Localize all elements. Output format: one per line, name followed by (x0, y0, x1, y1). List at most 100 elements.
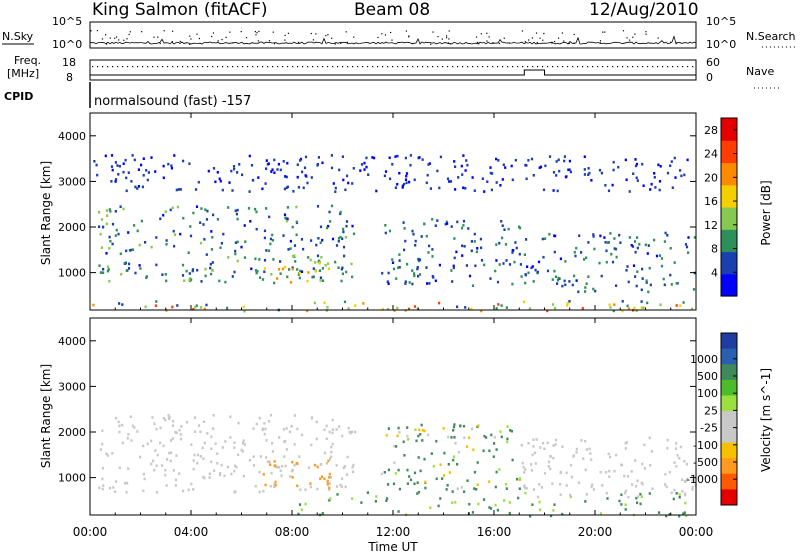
velocity-cell (463, 490, 466, 493)
power-cell (227, 206, 230, 209)
velocity-cell (395, 445, 398, 448)
power-cell (636, 270, 639, 273)
velocity-cell (248, 458, 251, 462)
power-cell (315, 243, 318, 247)
nsearch-dot (521, 30, 524, 32)
velocity-cell (637, 495, 640, 498)
nave-dot (332, 66, 334, 68)
power-cell (306, 181, 309, 185)
power-cell (679, 304, 682, 307)
power-cell (634, 250, 637, 254)
power-cell (525, 238, 528, 241)
power-cell (179, 188, 182, 191)
velocity-cell (601, 484, 604, 487)
power-cell (583, 155, 586, 158)
velocity-cell (675, 492, 678, 495)
velocity-cell (626, 475, 630, 478)
nave-dot (217, 66, 219, 68)
power-cell (102, 267, 105, 271)
nsearch-dot (508, 42, 510, 44)
velocity-cell (264, 456, 268, 459)
velocity-colorbar-segment (721, 395, 737, 412)
velocity-cell (235, 465, 238, 469)
velocity-cell (171, 424, 175, 427)
power-cell (607, 189, 611, 193)
nsearch-dot (114, 37, 116, 39)
power-cell (192, 211, 195, 215)
nave-dot (197, 66, 199, 68)
power-cell (341, 237, 344, 240)
power-cell (291, 254, 295, 258)
velocity-cell (270, 471, 273, 475)
velocity-cell (151, 416, 154, 419)
power-cell (605, 249, 608, 253)
velocity-cell (511, 458, 514, 462)
nsearch-dot (445, 35, 448, 37)
velocity-cell (416, 492, 419, 495)
x-tick-label: 08:00 (275, 525, 310, 539)
velocity-cell (117, 420, 120, 424)
power-cell (563, 155, 566, 158)
power-cell (673, 261, 676, 264)
power-cell (452, 264, 455, 268)
power-cell (125, 189, 128, 193)
velocity-cell (664, 473, 667, 476)
power-cell (212, 213, 215, 217)
nsky-trace (89, 35, 697, 45)
nave-dot (387, 66, 389, 68)
velocity-cell (432, 464, 435, 468)
nsearch-dot (141, 31, 143, 33)
nave-dot (577, 66, 579, 68)
velocity-plot-area (90, 318, 696, 515)
velocity-cell (304, 502, 307, 506)
velocity-cell (397, 510, 400, 513)
nsearch-dot (346, 41, 349, 43)
velocity-cell (321, 512, 324, 515)
velocity-cell (252, 464, 256, 467)
velocity-cell (320, 463, 323, 466)
power-cell (330, 154, 333, 157)
velocity-cell (289, 475, 292, 478)
nsearch-dot (257, 40, 259, 42)
power-cell (476, 247, 479, 250)
power-cell (337, 237, 341, 240)
velocity-cell (275, 465, 279, 469)
nsearch-dot (478, 43, 480, 45)
power-cell (176, 304, 179, 307)
power-cell (658, 180, 662, 183)
power-cell (454, 165, 457, 168)
power-cell (326, 306, 329, 309)
velocity-cell (650, 450, 653, 453)
velocity-cell (561, 445, 564, 448)
power-cell (318, 262, 321, 265)
power-cell (351, 182, 354, 185)
power-cell (173, 233, 177, 236)
power-cell (532, 174, 535, 177)
velocity-cell (126, 436, 129, 440)
power-cell (654, 186, 657, 189)
nsearch-dot (315, 33, 317, 35)
freq-trace (90, 66, 696, 76)
nsearch-dot (198, 37, 200, 40)
power-cell (524, 281, 527, 285)
nsearch-dot (90, 30, 92, 32)
power-cell (598, 261, 601, 265)
power-cell (686, 158, 689, 162)
power-cell (525, 164, 528, 167)
power-cell (335, 244, 339, 247)
power-cell (460, 164, 463, 168)
power-cell (470, 249, 473, 253)
power-cell (365, 156, 368, 160)
velocity-cell (446, 484, 449, 487)
power-cell (162, 213, 165, 217)
power-cell (692, 288, 696, 291)
velocity-cell (175, 454, 178, 457)
velocity-cell (624, 503, 627, 506)
power-cell (279, 272, 282, 275)
power-cell (122, 170, 125, 174)
power-cell (556, 278, 560, 282)
power-cell (334, 260, 337, 264)
velocity-cell (142, 444, 145, 448)
power-cell (395, 277, 398, 280)
